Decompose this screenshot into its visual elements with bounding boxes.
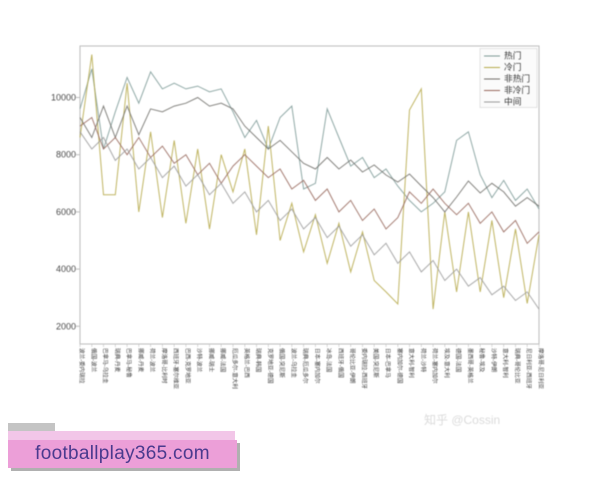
svg-text:8000: 8000	[56, 150, 76, 160]
svg-text:秘鲁-埃及: 秘鲁-埃及	[478, 348, 486, 373]
svg-text:西班牙-俄国: 西班牙-俄国	[337, 348, 345, 378]
svg-text:沙特-波兰: 沙特-波兰	[196, 348, 204, 373]
svg-text:冷门: 冷门	[504, 61, 521, 72]
svg-text:美国-突尼斯: 美国-突尼斯	[372, 348, 380, 378]
svg-text:委内瑞拉-西班牙: 委内瑞拉-西班牙	[361, 348, 369, 389]
svg-text:日本-巴拿马: 日本-巴拿马	[384, 348, 392, 378]
svg-text:摩洛哥-比利时: 摩洛哥-比利时	[160, 348, 168, 384]
svg-text:哥伦比亚-伊朗: 哥伦比亚-伊朗	[349, 348, 357, 384]
svg-text:德国-法国: 德国-法国	[455, 348, 463, 373]
svg-text:尼日利亚-西班牙: 尼日利亚-西班牙	[525, 348, 533, 389]
svg-text:2000: 2000	[56, 321, 76, 331]
svg-text:埃及-意大利: 埃及-意大利	[443, 348, 451, 378]
svg-text:荷兰-波兰: 荷兰-波兰	[149, 348, 157, 373]
svg-text:俄国-波兰: 俄国-波兰	[90, 348, 98, 373]
svg-text:4000: 4000	[56, 264, 76, 274]
svg-text:意大利-智利: 意大利-智利	[408, 348, 416, 378]
svg-text:日本-塞内加尔: 日本-塞内加尔	[313, 348, 321, 384]
svg-text:西班牙-塞尔维亚: 西班牙-塞尔维亚	[172, 348, 180, 389]
svg-text:巴西-克罗地亚: 巴西-克罗地亚	[184, 348, 192, 384]
svg-text:克罗地亚-德国: 克罗地亚-德国	[266, 348, 274, 384]
svg-text:知乎 @Cossin: 知乎 @Cossin	[424, 413, 500, 427]
svg-text:瑞典-丹麦: 瑞典-丹麦	[113, 348, 121, 373]
svg-text:摩洛哥-尼日利亚: 摩洛哥-尼日利亚	[537, 348, 545, 389]
svg-text:非热门: 非热门	[504, 73, 530, 84]
svg-text:俄国-突尼斯: 俄国-突尼斯	[278, 348, 286, 378]
svg-text:巴拿马-乌拉圭: 巴拿马-乌拉圭	[102, 348, 110, 384]
svg-text:瑞典-韩国: 瑞典-韩国	[255, 348, 263, 373]
svg-text:热门: 热门	[504, 50, 521, 61]
svg-text:墨西哥-英格兰: 墨西哥-英格兰	[466, 348, 474, 384]
svg-text:巴拿马-秘鲁: 巴拿马-秘鲁	[125, 348, 133, 378]
svg-text:瑞典-哥伦比亚: 瑞典-哥伦比亚	[514, 348, 522, 384]
svg-text:荷兰-沙特: 荷兰-沙特	[419, 348, 427, 373]
svg-text:非冷门: 非冷门	[504, 84, 530, 95]
svg-text:挪威-瑞士: 挪威-瑞士	[208, 348, 216, 373]
svg-text:挪威-法国: 挪威-法国	[219, 348, 227, 373]
svg-text:瑞典-厄瓜多尔: 瑞典-厄瓜多尔	[302, 348, 310, 384]
svg-text:6000: 6000	[56, 207, 76, 217]
svg-text:挪威-丹麦: 挪威-丹麦	[137, 348, 145, 373]
svg-text:冰岛-法国: 冰岛-法国	[325, 348, 333, 373]
svg-text:沙特-伊朗: 沙特-伊朗	[490, 348, 498, 373]
svg-text:英格兰-巴西: 英格兰-巴西	[243, 348, 251, 378]
svg-text:厄瓜多尔-意大利: 厄瓜多尔-意大利	[231, 348, 239, 389]
svg-text:波兰-委内瑞拉: 波兰-委内瑞拉	[78, 348, 86, 384]
svg-text:荷兰-塞内加尔: 荷兰-塞内加尔	[431, 348, 439, 384]
svg-text:意大利-智利: 意大利-智利	[502, 348, 510, 378]
svg-text:波兰-乌拉圭: 波兰-乌拉圭	[290, 348, 298, 378]
svg-text:中间: 中间	[504, 96, 521, 107]
svg-text:10000: 10000	[51, 93, 76, 103]
svg-text:塞内加尔-德国: 塞内加尔-德国	[396, 348, 404, 384]
